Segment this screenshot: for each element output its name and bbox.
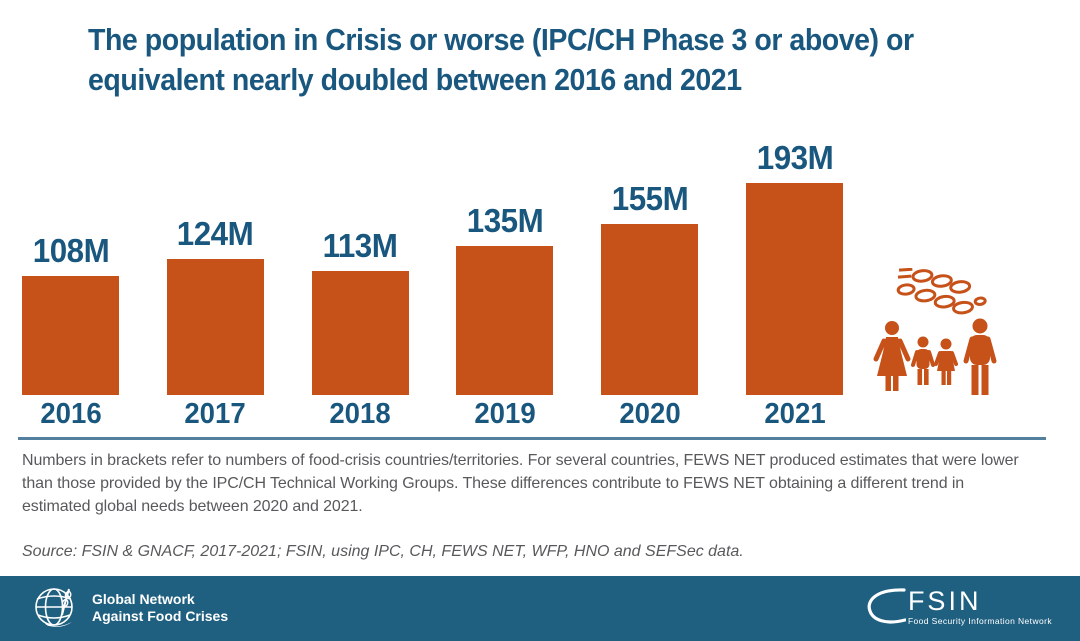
chart-title-line-2: equivalent nearly doubled between 2016 a… [88, 62, 742, 97]
fsin-logo-name: FSIN [907, 586, 982, 616]
bar [746, 183, 843, 395]
bar [456, 246, 554, 395]
chart-title: The population in Crisis or worse (IPC/C… [88, 20, 1080, 100]
gnafc-logo-text: Global Network Against Food Crises [92, 591, 228, 625]
bar [601, 224, 699, 395]
chart-title-line-1: The population in Crisis or worse (IPC/C… [88, 22, 914, 57]
fsin-logo: FSIN Food Security Information Network [864, 587, 1052, 631]
footer-bar: Global Network Against Food Crises FSIN … [0, 576, 1080, 641]
bar-value-label: 124M [177, 215, 254, 252]
globe-with-hand-and-wheat-icon [35, 588, 73, 627]
gnafc-logo: Global Network Against Food Crises [32, 583, 228, 633]
fsin-logo-text: FSIN Food Security Information Network [908, 587, 1052, 626]
bar-year-label: 2020 [619, 398, 681, 430]
bar-year-label: 2018 [329, 398, 391, 430]
bar-value-label: 135M [466, 202, 544, 239]
bar-value-label: 155M [611, 180, 688, 217]
bar-value-label: 113M [322, 227, 398, 264]
divider-line [18, 437, 1046, 440]
bar-year-label: 2021 [763, 398, 826, 430]
wheat-sprig-icon [896, 268, 987, 315]
bar-year-label: 2016 [39, 398, 102, 430]
source-text: Source: FSIN & GNACF, 2017-2021; FSIN, u… [22, 543, 744, 560]
footnote-text: Numbers in brackets refer to numbers of … [22, 452, 1019, 515]
bar-value-label: 108M [32, 232, 109, 269]
bar-value-label: 193M [756, 139, 833, 176]
family-of-four-icon [873, 318, 997, 395]
bar-year-label: 2019 [474, 398, 536, 430]
bar [166, 259, 264, 395]
gnafc-logo-line-2: Against Food Crises [92, 608, 229, 624]
gnafc-logo-line-1: Global Network [92, 591, 195, 607]
fsin-logo-caption: Food Security Information Network [907, 616, 1052, 626]
bar-chart: 108M 2016 124M 2017 113M 2018 135M 2019 155M 2020… [22, 139, 843, 430]
bar-year-label: 2017 [184, 398, 246, 430]
bar [311, 271, 409, 395]
fsin-swoosh-icon [867, 588, 906, 624]
bar [22, 276, 119, 395]
